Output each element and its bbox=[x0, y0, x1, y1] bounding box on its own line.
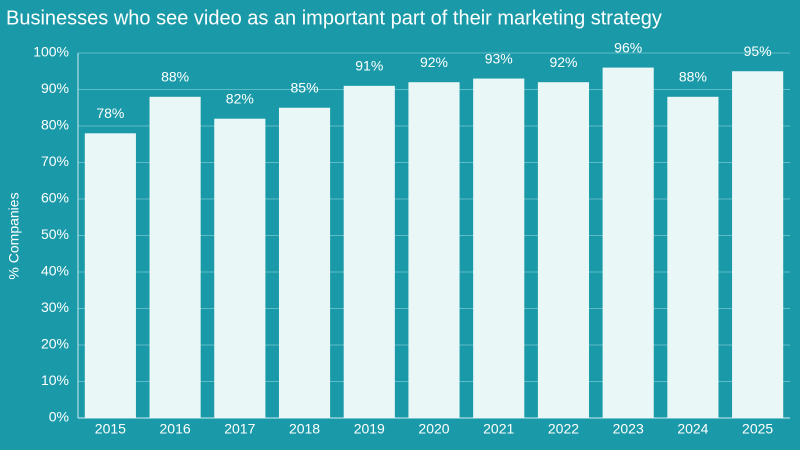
y-tick-label: 50% bbox=[41, 226, 69, 242]
x-tick-label: 2015 bbox=[95, 421, 126, 437]
value-label: 82% bbox=[226, 90, 254, 106]
y-tick-label: 70% bbox=[41, 153, 69, 169]
bar bbox=[667, 96, 719, 419]
y-tick-label: 30% bbox=[41, 299, 69, 315]
bar bbox=[408, 82, 460, 418]
x-tick-label: 2018 bbox=[289, 421, 320, 437]
y-tick-label: 0% bbox=[49, 409, 69, 425]
bar bbox=[214, 118, 266, 418]
y-tick-label: 90% bbox=[41, 80, 69, 96]
value-label: 92% bbox=[549, 54, 577, 70]
value-label: 95% bbox=[744, 43, 772, 59]
bar bbox=[732, 71, 784, 418]
x-tick-label: 2025 bbox=[742, 421, 773, 437]
y-tick-label: 80% bbox=[41, 117, 69, 133]
bar bbox=[537, 82, 590, 418]
x-tick-label: 2023 bbox=[613, 421, 644, 437]
y-tick-label: 60% bbox=[41, 190, 69, 206]
bar bbox=[84, 133, 136, 419]
bar bbox=[343, 85, 395, 418]
y-tick-label: 40% bbox=[41, 263, 69, 279]
y-tick-label: 20% bbox=[41, 336, 69, 352]
value-label: 96% bbox=[614, 39, 642, 55]
bar bbox=[473, 78, 525, 419]
x-tick-label: 2016 bbox=[160, 421, 191, 437]
value-label: 91% bbox=[355, 58, 383, 74]
value-label: 93% bbox=[485, 50, 513, 66]
bar bbox=[602, 67, 654, 418]
value-label: 85% bbox=[291, 79, 319, 95]
y-tick-label: 10% bbox=[41, 372, 69, 388]
bar bbox=[149, 96, 201, 419]
x-tick-label: 2024 bbox=[677, 421, 708, 437]
value-label: 88% bbox=[679, 69, 707, 85]
x-tick-label: 2021 bbox=[483, 421, 514, 437]
bar bbox=[278, 107, 331, 418]
x-tick-label: 2022 bbox=[548, 421, 579, 437]
value-label: 78% bbox=[96, 105, 124, 121]
y-axis-label: % Companies bbox=[6, 192, 22, 279]
chart-title: Businesses who see video as an important… bbox=[6, 7, 662, 29]
x-tick-label: 2017 bbox=[224, 421, 255, 437]
x-tick-label: 2020 bbox=[418, 421, 449, 437]
x-tick-label: 2019 bbox=[354, 421, 385, 437]
value-label: 88% bbox=[161, 69, 189, 85]
y-tick-label: 100% bbox=[33, 44, 69, 60]
value-label: 92% bbox=[420, 54, 448, 70]
